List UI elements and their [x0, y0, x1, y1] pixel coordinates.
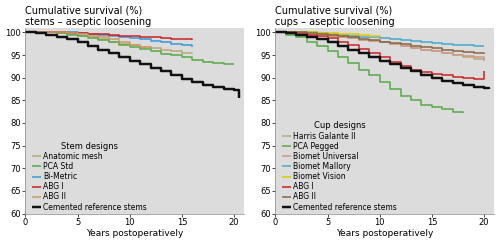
X-axis label: Years postoperatively: Years postoperatively — [86, 229, 184, 238]
Legend: Anatomic mesh, PCA Std, Bi-Metric, ABG I, ABG II, Cemented reference stems: Anatomic mesh, PCA Std, Bi-Metric, ABG I… — [32, 142, 147, 212]
Text: Cumulative survival (%)
cups – aseptic loosening: Cumulative survival (%) cups – aseptic l… — [276, 6, 395, 27]
Legend: Harris Galante II, PCA Pegged, Biomet Universal, Biomet Mallory, Biomet Vision, : Harris Galante II, PCA Pegged, Biomet Un… — [282, 122, 397, 212]
Text: Cumulative survival (%)
stems – aseptic loosening: Cumulative survival (%) stems – aseptic … — [26, 6, 152, 27]
X-axis label: Years postoperatively: Years postoperatively — [336, 229, 434, 238]
